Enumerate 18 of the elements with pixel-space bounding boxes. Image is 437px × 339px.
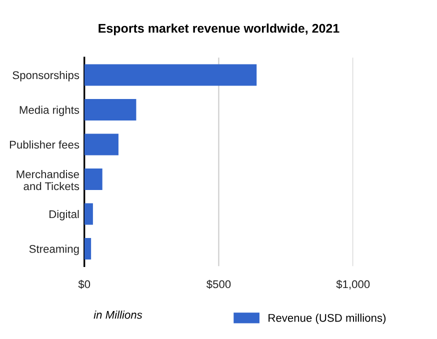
bar — [84, 203, 93, 225]
chart-title: Esports market revenue worldwide, 2021 — [98, 24, 340, 36]
bar — [84, 64, 257, 86]
legend-label: Revenue (USD millions) — [268, 314, 386, 324]
text: in Millions — [94, 310, 142, 319]
bar — [84, 168, 102, 190]
y-tick-label: Digital — [50, 210, 79, 220]
y-tick-label: Publisher fees — [10, 140, 80, 149]
x-tick-label: $1,000 — [336, 280, 370, 290]
x-tick-label: $0 — [78, 280, 90, 289]
bar — [84, 238, 92, 260]
y-tick-label: Media rights — [20, 106, 80, 116]
y-tick-label: Streaming — [29, 244, 79, 256]
x-tick-label: $500 — [206, 280, 231, 289]
y-tick-label: Sponsorships — [12, 70, 80, 82]
y-tick-label: Merchandise and Tickets — [16, 170, 80, 190]
bar — [84, 98, 136, 121]
bar — [84, 134, 118, 156]
